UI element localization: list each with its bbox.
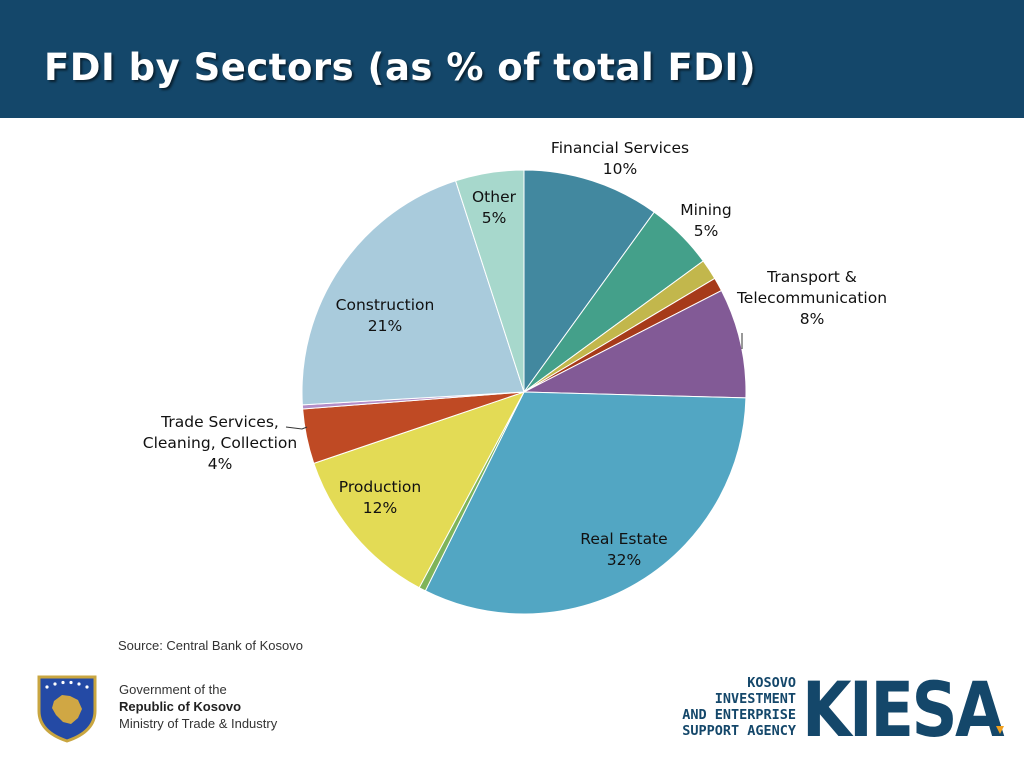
- label-other: Other 5%: [472, 188, 517, 227]
- pie-slice-transport-telecommunication: [523, 289, 747, 399]
- label-name-mining: Mining: [680, 201, 731, 219]
- label-value-real-estate: 32%: [607, 551, 641, 569]
- gov-line-3: Ministry of Trade & Industry: [119, 716, 278, 731]
- label-transport-telecommunication: Transport & Telecommunication 8%: [736, 268, 887, 328]
- pie-slice-construction: [301, 180, 525, 406]
- label-name-transport-telecommunication: Telecommunication: [736, 289, 887, 307]
- kiesa-line-4: SUPPORT AGENCY: [682, 723, 797, 739]
- pie-slice-real-estate: [424, 391, 747, 615]
- label-value-transport-telecommunication: 8%: [800, 310, 825, 328]
- label-financial-services: Financial Services 10%: [551, 139, 689, 178]
- title-bar: FDI by Sectors (as % of total FDI): [0, 0, 1024, 118]
- kosovo-emblem-icon: [37, 675, 97, 743]
- kiesa-logo: KOSOVO INVESTMENT AND ENTERPRISE SUPPORT…: [682, 668, 1007, 740]
- kiesa-line-2: INVESTMENT: [715, 691, 796, 707]
- label-name-transport-telecommunication: Transport &: [766, 268, 857, 286]
- slice-labels: Financial Services 10% Mining 5% Transport &…: [143, 139, 887, 569]
- label-name-production: Production: [339, 478, 421, 496]
- label-name-other: Other: [472, 188, 517, 206]
- source-note: Source: Central Bank of Kosovo: [118, 638, 303, 653]
- kiesa-line-3: AND ENTERPRISE: [682, 707, 796, 723]
- government-credit: Government of the Republic of Kosovo Min…: [119, 681, 277, 732]
- label-name-construction: Construction: [336, 296, 435, 314]
- gov-line-2: Republic of Kosovo: [119, 699, 242, 714]
- label-value-other: 5%: [482, 209, 507, 227]
- leader-line-trade: [285, 426, 308, 430]
- label-value-financial-services: 10%: [603, 160, 637, 178]
- label-name-trade-services-cleaning-collection: Cleaning, Collection: [143, 434, 297, 452]
- kiesa-line-1: KOSOVO: [747, 675, 796, 691]
- pie-slice-other: [454, 169, 525, 393]
- label-value-mining: 5%: [694, 222, 719, 240]
- label-mining: Mining 5%: [680, 201, 731, 240]
- label-name-real-estate: Real Estate: [580, 530, 667, 548]
- label-construction: Construction 21%: [336, 296, 435, 335]
- gov-line-1: Government of the: [119, 682, 227, 697]
- kiesa-wordmark: KIESA: [802, 668, 1005, 740]
- label-real-estate: Real Estate 32%: [580, 530, 667, 569]
- label-production: Production 12%: [339, 478, 421, 517]
- kiesa-accent-icon: [996, 726, 1004, 734]
- label-trade-services-cleaning-collection: Trade Services, Cleaning, Collection 4%: [143, 413, 297, 473]
- leader-lines: [285, 333, 743, 430]
- label-name-trade-services-cleaning-collection: Trade Services,: [160, 413, 279, 431]
- label-value-trade-services-cleaning-collection: 4%: [208, 455, 233, 473]
- page-title: FDI by Sectors (as % of total FDI): [44, 46, 757, 89]
- label-name-financial-services: Financial Services: [551, 139, 689, 157]
- pie-slices: [301, 169, 747, 615]
- label-value-construction: 21%: [368, 317, 402, 335]
- pie-slice-production: [313, 391, 526, 589]
- pie-slice-financial-services: [523, 169, 655, 394]
- label-value-production: 12%: [363, 499, 397, 517]
